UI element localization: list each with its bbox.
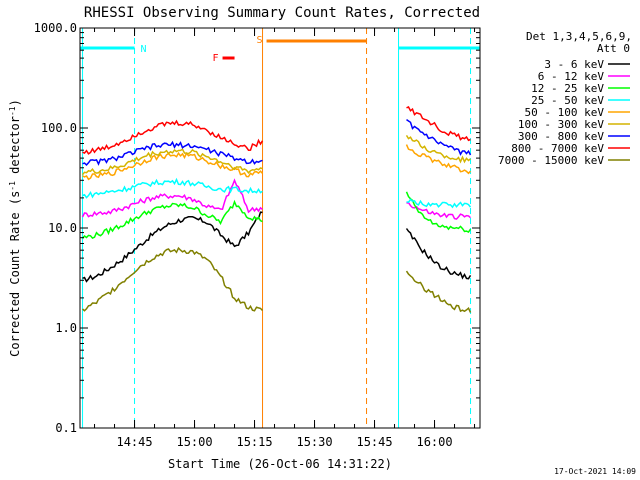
y-tick-label: 1.0 — [55, 321, 77, 335]
legend-entry-label: 100 - 300 keV — [518, 118, 604, 131]
series-layer — [81, 106, 472, 313]
legend-entry-label: 800 - 7000 keV — [511, 142, 604, 155]
legend-entry-label: 12 - 25 keV — [531, 82, 604, 95]
legend-entry-label: 25 - 50 keV — [531, 94, 604, 107]
series-12-25-kev — [81, 199, 263, 240]
series-3-6-kev — [405, 228, 472, 280]
series-800-7000-kev — [406, 106, 471, 142]
saa-label: S — [257, 35, 263, 46]
series-25-50-kev — [406, 198, 472, 209]
legend-entry-label: 3 - 6 keV — [544, 58, 604, 71]
x-tick-label: 15:15 — [236, 435, 272, 449]
series-50-100-kev — [82, 151, 264, 181]
y-tick-label: 0.1 — [55, 421, 77, 435]
y-tick-label: 10.0 — [48, 221, 77, 235]
x-tick-label: 14:45 — [116, 435, 152, 449]
series-6-12-kev — [81, 178, 263, 218]
annotation-layer: N S F — [80, 28, 480, 428]
y-tick-label: 1000.0 — [34, 21, 77, 35]
series-7000-15000-kev — [82, 246, 264, 312]
series-300-800-kev — [82, 140, 263, 166]
plot-frame — [79, 27, 481, 429]
flare-label: F — [213, 53, 219, 64]
series-25-50-kev — [82, 177, 263, 199]
x-tick-label: 15:00 — [176, 435, 212, 449]
series-12-25-kev — [405, 191, 472, 234]
x-tick-label: 15:45 — [356, 435, 392, 449]
y-axis: 0.1 1.0 10.0 100.0 1000.0 — [34, 21, 480, 435]
legend-entry-label: 6 - 12 keV — [538, 70, 605, 83]
legend-header: Det 1,3,4,5,6,9, — [526, 30, 632, 43]
series-50-100-kev — [405, 144, 472, 175]
x-tick-label: 15:30 — [296, 435, 332, 449]
series-100-300-kev — [405, 135, 471, 164]
night-label: N — [141, 44, 147, 55]
legend-entry-label: 50 - 100 keV — [525, 106, 605, 119]
x-axis-label: Start Time (26-Oct-06 14:31:22) — [168, 457, 392, 471]
legend-entry-label: 7000 - 15000 keV — [498, 154, 604, 167]
x-axis: 14:45 15:00 15:15 15:30 15:45 16:00 — [94, 28, 476, 449]
y-axis-label: Corrected Count Rate (s-1 detector-1) — [8, 99, 22, 357]
series-800-7000-kev — [82, 119, 264, 155]
series-7000-15000-kev — [405, 270, 472, 313]
x-tick-label: 16:00 — [416, 435, 452, 449]
series-100-300-kev — [81, 148, 263, 176]
chart-title: RHESSI Observing Summary Count Rates, Co… — [84, 5, 480, 21]
series-300-800-kev — [406, 118, 472, 156]
series-3-6-kev — [82, 211, 263, 283]
y-tick-label: 100.0 — [41, 121, 77, 135]
timestamp: 17-Oct-2021 14:09 — [554, 467, 636, 476]
legend-header: Att 0 — [597, 42, 630, 55]
legend-entry-label: 300 - 800 keV — [518, 130, 604, 143]
series-6-12-kev — [406, 201, 472, 220]
